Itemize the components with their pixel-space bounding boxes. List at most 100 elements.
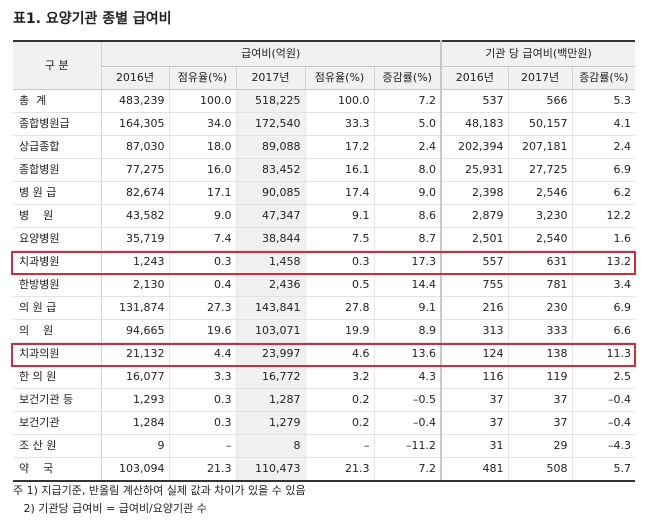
table-cell: 2.4: [374, 135, 443, 159]
table-row: 보건기관 등 1,293 0.3 1,287 0.2 –0.5 37 37 –0.4: [13, 388, 636, 412]
table-cell: 781: [508, 273, 573, 297]
table-cell: 21.3: [305, 457, 375, 482]
table-cell: 2,879: [441, 204, 509, 228]
table-cell: 23,997: [236, 342, 306, 366]
table-cell: 1,287: [236, 388, 306, 412]
table-cell: 16.1: [305, 158, 375, 182]
table-cell: 37: [441, 388, 509, 412]
table-cell: 83,452: [236, 158, 306, 182]
table-cell: 18.0: [169, 135, 237, 159]
table-row: 병 원 급 82,674 17.1 90,085 17.4 9.0 2,398 2,546 6.…: [13, 181, 636, 205]
table-cell: 17.4: [305, 181, 375, 205]
table-cell: 313: [441, 319, 509, 343]
table-cell: 202,394: [441, 135, 509, 159]
table-cell: 7.4: [169, 227, 237, 251]
table-cell: 47,347: [236, 204, 306, 228]
row-label: 종합병원: [13, 158, 102, 182]
table-row: 요양병원 35,719 7.4 38,844 7.5 8.7 2,501 2,540 1.6: [13, 227, 636, 251]
header-group-per-institution: 기관 당 급여비(백만원): [441, 40, 636, 67]
col-header: 2016년: [101, 66, 170, 90]
footnotes: 주 1) 지급기준, 반올림 계산하여 실제 값과 차이가 있을 수 있음 2)…: [13, 482, 306, 518]
table-cell: 7.2: [374, 89, 443, 113]
table-cell: 0.3: [169, 388, 237, 412]
table-cell: 0.4: [169, 273, 237, 297]
table-cell: 481: [441, 457, 509, 482]
table-cell: 3.2: [305, 365, 375, 389]
table-cell: 17.3: [374, 250, 443, 274]
table-row: 치과의원 21,132 4.4 23,997 4.6 13.6 124 138 11.3: [13, 342, 636, 366]
table-cell: 37: [508, 388, 573, 412]
table-title: 표1. 요양기관 종별 급여비: [13, 11, 172, 27]
table-cell: 6.9: [572, 158, 636, 182]
table-cell: 89,088: [236, 135, 306, 159]
table-cell: 103,071: [236, 319, 306, 343]
table-cell: 2,436: [236, 273, 306, 297]
table-row: 한 의 원 16,077 3.3 16,772 3.2 4.3 116 119 2.5: [13, 365, 636, 389]
table-cell: 518,225: [236, 89, 306, 113]
table-row: 치과병원 1,243 0.3 1,458 0.3 17.3 557 631 13.2: [13, 250, 636, 274]
table-cell: 4.1: [572, 112, 636, 136]
table-cell: 90,085: [236, 181, 306, 205]
table-cell: 100.0: [305, 89, 375, 113]
footnote: 주 1) 지급기준, 반올림 계산하여 실제 값과 차이가 있을 수 있음: [13, 484, 306, 497]
row-label: 종합병원급: [13, 112, 102, 136]
table-cell: 164,305: [101, 112, 170, 136]
table-cell: –4.3: [572, 434, 636, 458]
benefit-table: 구 분 급여비(억원) 기관 당 급여비(백만원) 2016년 점유율(%) 2…: [13, 40, 636, 482]
table-cell: 110,473: [236, 457, 306, 482]
table-cell: 0.5: [305, 273, 375, 297]
header-category: 구 분: [13, 40, 102, 90]
table-cell: 172,540: [236, 112, 306, 136]
table-cell: 116: [441, 365, 509, 389]
table-cell: 483,239: [101, 89, 170, 113]
table-cell: 27,725: [508, 158, 573, 182]
table-cell: –0.5: [374, 388, 443, 412]
table-cell: 94,665: [101, 319, 170, 343]
table-cell: 131,874: [101, 296, 170, 320]
table-cell: 138: [508, 342, 573, 366]
table-cell: 34.0: [169, 112, 237, 136]
table-cell: 37: [441, 411, 509, 435]
row-label: 총 계: [13, 89, 102, 113]
row-label: 한방병원: [13, 273, 102, 297]
footnote: 2) 기관당 급여비 = 급여비/요양기관 수: [13, 502, 207, 515]
table-cell: 0.3: [169, 411, 237, 435]
table-cell: 13.6: [374, 342, 443, 366]
table-cell: 3,230: [508, 204, 573, 228]
table-cell: 2,540: [508, 227, 573, 251]
table-cell: 11.3: [572, 342, 636, 366]
table-row: 약 국 103,094 21.3 110,473 21.3 7.2 481 508 5.7: [13, 457, 636, 482]
table-cell: 50,157: [508, 112, 573, 136]
table-cell: 6.9: [572, 296, 636, 320]
table-cell: 4.6: [305, 342, 375, 366]
table-cell: 17.1: [169, 181, 237, 205]
table-cell: 9.1: [374, 296, 443, 320]
col-header: 증감률(%): [572, 66, 636, 90]
table-cell: 230: [508, 296, 573, 320]
table-row: 의 원 급 131,874 27.3 143,841 27.8 9.1 216 230 6.9: [13, 296, 636, 320]
row-label: 요양병원: [13, 227, 102, 251]
table-cell: 8.9: [374, 319, 443, 343]
table-cell: 16.0: [169, 158, 237, 182]
row-label: 치과병원: [13, 250, 102, 274]
table-cell: –11.2: [374, 434, 443, 458]
table-cell: 1,243: [101, 250, 170, 274]
table-cell: 43,582: [101, 204, 170, 228]
row-label: 한 의 원: [13, 365, 102, 389]
col-header: 점유율(%): [305, 66, 375, 90]
table-cell: 31: [441, 434, 509, 458]
table-cell: 557: [441, 250, 509, 274]
table-row: 상급종합 87,030 18.0 89,088 17.2 2.4 202,394 207,18…: [13, 135, 636, 159]
table-cell: 87,030: [101, 135, 170, 159]
table-cell: 7.2: [374, 457, 443, 482]
col-header: 2017년: [508, 66, 573, 90]
table-cell: 29: [508, 434, 573, 458]
col-header: 2016년: [441, 66, 509, 90]
row-label: 보건기관: [13, 411, 102, 435]
table-cell: 2,501: [441, 227, 509, 251]
table-cell: –0.4: [572, 388, 636, 412]
table-cell: 216: [441, 296, 509, 320]
table-cell: 2,130: [101, 273, 170, 297]
table-cell: 8.7: [374, 227, 443, 251]
table-cell: 1,284: [101, 411, 170, 435]
